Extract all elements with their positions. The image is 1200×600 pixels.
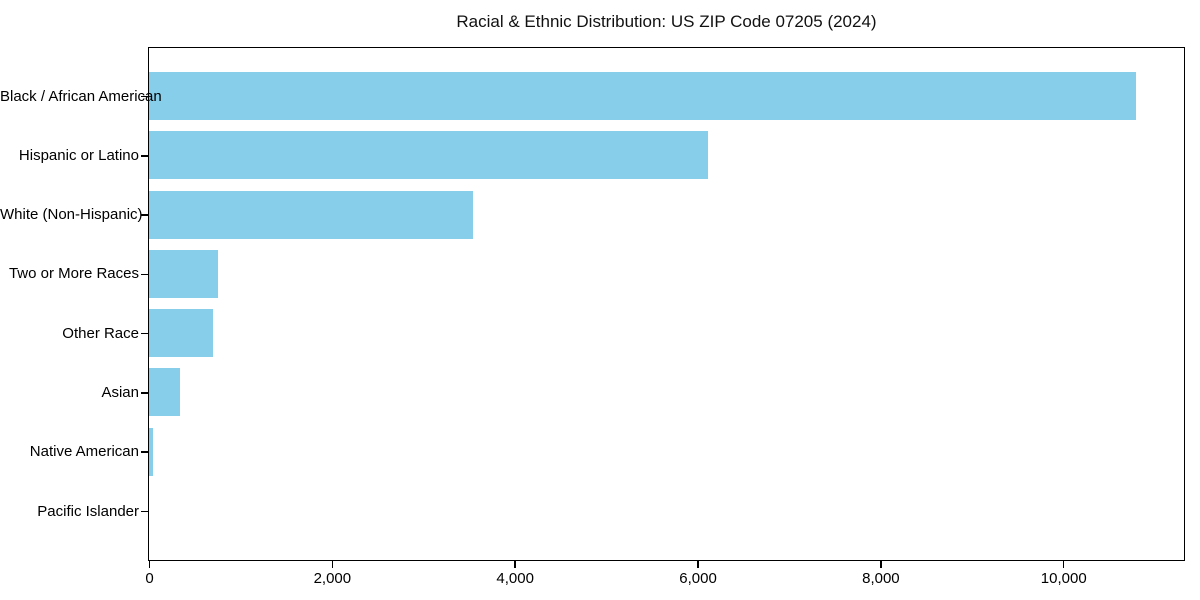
plot-area	[148, 47, 1185, 561]
y-tick-mark	[141, 155, 148, 157]
x-tick-label-2000: 2,000	[313, 570, 352, 587]
bar-asian	[149, 368, 181, 417]
y-tick-label-other-race: Other Race	[62, 324, 139, 342]
x-tick-mark	[880, 561, 882, 568]
bar-two-or-more-races	[149, 249, 219, 298]
x-tick-mark	[697, 561, 699, 568]
y-tick-label-asian: Asian	[101, 383, 139, 401]
x-tick-mark	[148, 561, 151, 568]
y-tick-mark	[141, 451, 148, 453]
y-tick-label-pacific-islander: Pacific Islander	[37, 502, 139, 520]
x-tick-mark	[331, 561, 334, 568]
y-tick-label-white-non-hispanic: White (Non-Hispanic)	[0, 206, 143, 224]
bar-other-race	[149, 309, 213, 358]
y-tick-mark	[141, 95, 148, 98]
y-tick-mark	[141, 214, 148, 216]
x-tick-mark	[514, 561, 516, 568]
x-tick-mark	[1062, 561, 1065, 568]
y-tick-mark	[141, 273, 148, 276]
x-tick-label-4000: 4,000	[496, 570, 534, 587]
y-tick-label-black-african-american: Black / African American	[0, 87, 162, 105]
chart-title: Racial & Ethnic Distribution: US ZIP Cod…	[456, 12, 877, 31]
y-tick-mark	[141, 332, 148, 335]
y-tick-mark	[141, 510, 148, 513]
bar-hispanic-or-latino	[149, 131, 708, 180]
bar-native-american	[149, 427, 153, 476]
bar-black-african-american	[149, 72, 1137, 120]
y-tick-label-two-or-more-races: Two or More Races	[8, 265, 139, 283]
x-tick-label-0: 0	[145, 570, 154, 587]
y-tick-label-native-american: Native American	[29, 443, 139, 461]
x-tick-label-8000: 8,000	[862, 570, 900, 587]
x-tick-label-6000: 6,000	[679, 570, 717, 587]
y-tick-label-hispanic-or-latino: Hispanic or Latino	[18, 146, 139, 164]
x-tick-label-10000: 10,000	[1040, 570, 1087, 587]
bar-white-non-hispanic	[149, 190, 473, 239]
y-tick-mark	[141, 392, 148, 394]
